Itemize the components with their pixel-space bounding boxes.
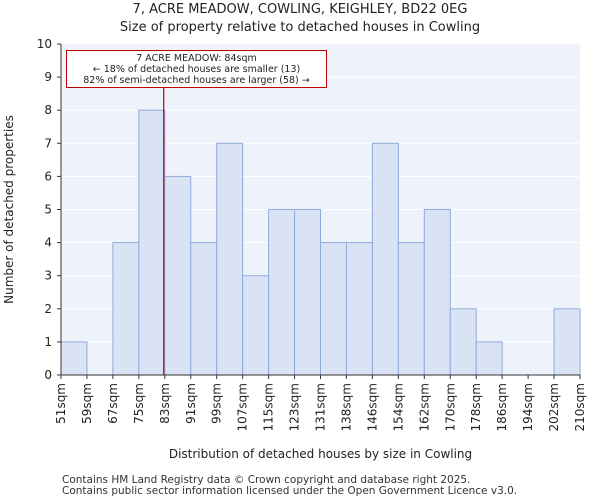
y-tick-label: 2	[44, 302, 52, 316]
bar-75sqm	[138, 109, 166, 376]
bar-202sqm	[553, 308, 581, 376]
x-tick-label: 99sqm	[210, 383, 224, 424]
footer-line-1: Contains HM Land Registry data © Crown c…	[62, 474, 471, 486]
bar-99sqm	[216, 142, 244, 376]
x-axis-title: Distribution of detached houses by size …	[169, 447, 472, 461]
x-tick-label: 178sqm	[469, 383, 483, 431]
x-tick-label: 67sqm	[106, 383, 120, 424]
x-tick-label: 51sqm	[54, 383, 68, 424]
y-tick-label: 7	[44, 136, 52, 150]
x-tick-label: 170sqm	[443, 383, 457, 431]
bar-67sqm	[112, 242, 140, 376]
x-tick-label: 138sqm	[339, 383, 353, 431]
y-tick-label: 9	[44, 70, 52, 84]
bar-83sqm	[164, 175, 192, 376]
annotation-line-2: ← 18% of detached houses are smaller (13…	[92, 64, 301, 75]
x-tick-label: 202sqm	[547, 383, 561, 431]
bar-91sqm	[190, 242, 218, 376]
x-tick-label: 83sqm	[158, 383, 172, 424]
x-tick-label: 146sqm	[365, 383, 379, 431]
bar-131sqm	[320, 242, 347, 376]
footer-line-2: Contains public sector information licen…	[62, 485, 518, 497]
bar-138sqm	[345, 242, 373, 376]
y-tick-label: 6	[44, 169, 52, 183]
x-tick-label: 59sqm	[80, 383, 94, 424]
x-tick-label: 194sqm	[521, 383, 535, 431]
annotation-line-1: 7 ACRE MEADOW: 84sqm	[136, 53, 257, 64]
x-tick-label: 75sqm	[132, 383, 146, 424]
y-axis-title: Number of detached properties	[2, 115, 16, 304]
bar-51sqm	[60, 341, 88, 376]
annotation-line-3: 82% of semi-detached houses are larger (…	[83, 75, 310, 86]
x-tick-label: 162sqm	[417, 383, 431, 431]
x-tick-label: 186sqm	[495, 383, 509, 431]
x-tick-label: 131sqm	[314, 383, 328, 431]
x-tick-label: 123sqm	[288, 383, 302, 431]
bar-115sqm	[268, 209, 296, 376]
chart-subtitle: Size of property relative to detached ho…	[119, 20, 481, 35]
bar-162sqm	[423, 209, 451, 376]
annotation-box: 7 ACRE MEADOW: 84sqm ← 18% of detached h…	[66, 50, 327, 88]
bar-178sqm	[475, 341, 503, 376]
y-tick-label: 4	[44, 236, 52, 250]
x-tick-label: 91sqm	[184, 383, 198, 424]
x-tick-label: 107sqm	[236, 383, 250, 431]
y-tick-label: 3	[44, 269, 52, 283]
x-tick-label: 115sqm	[262, 383, 276, 431]
x-tick-label: 154sqm	[391, 383, 405, 431]
bar-107sqm	[242, 275, 270, 376]
bar-146sqm	[371, 142, 399, 376]
x-tick-label: 210sqm	[573, 383, 587, 431]
y-tick-label: 0	[44, 368, 52, 382]
bar-170sqm	[449, 308, 477, 376]
y-tick-label: 10	[37, 37, 52, 51]
y-tick-label: 8	[44, 103, 52, 117]
y-tick-label: 1	[44, 335, 52, 349]
chart-title: 7, ACRE MEADOW, COWLING, KEIGHLEY, BD22 …	[132, 2, 468, 17]
bar-123sqm	[294, 209, 321, 376]
y-tick-label: 5	[44, 203, 52, 217]
bar-154sqm	[397, 242, 425, 376]
